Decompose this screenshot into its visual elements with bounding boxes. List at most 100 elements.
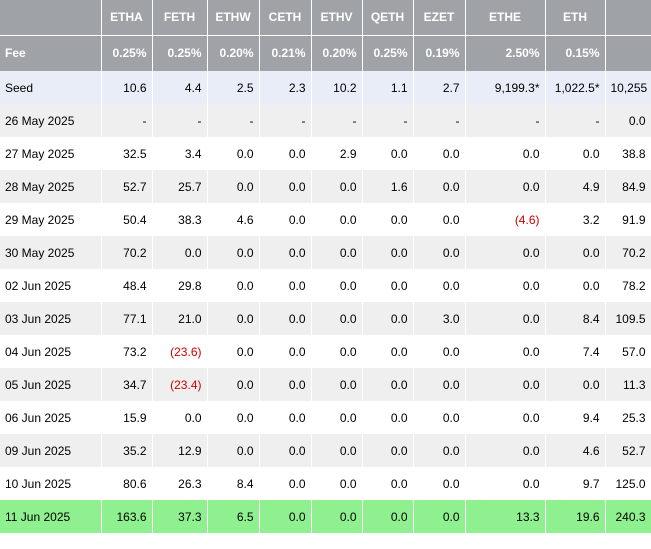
ticker-header-row: ETHA FETH ETHW CETH ETHV QETH EZET ETHE ETH	[0, 0, 651, 35]
flow-cell: 0.0	[259, 467, 312, 500]
flow-cell: 0.0	[362, 236, 414, 269]
flow-cell: 0.0	[259, 335, 312, 368]
flow-cell: 12.9	[152, 434, 208, 467]
fee-cell: 0.25%	[101, 34, 153, 71]
flow-cell: 0.0	[311, 269, 363, 302]
fee-row-label: Fee	[0, 34, 102, 71]
flow-cell: 15.9	[101, 401, 153, 434]
flow-cell: 0.0	[413, 434, 466, 467]
flow-cell: 0.0	[311, 170, 363, 203]
flow-cell: -	[259, 104, 312, 137]
flow-cell: 0.0	[207, 236, 260, 269]
row-date-label: 11 Jun 2025	[0, 500, 102, 533]
flow-cell: 0.0	[207, 302, 260, 335]
flow-cell: 0.0	[259, 236, 312, 269]
flow-cell: 3.2	[545, 203, 606, 236]
column-header-qeth: QETH	[362, 0, 414, 35]
flow-cell: 26.3	[152, 467, 208, 500]
flow-cell: 0.0	[413, 236, 466, 269]
flow-cell: 0.0	[413, 203, 466, 236]
flow-cell: 0.0	[311, 236, 363, 269]
flow-cell: 2.5	[207, 71, 260, 104]
flow-cell: -	[152, 104, 208, 137]
fee-cell: 0.21%	[259, 34, 312, 71]
table-row: 02 Jun 2025 48.4 29.8 0.0 0.0 0.0 0.0 0.0 0.0 0.0…	[0, 269, 651, 302]
flow-cell: 0.0	[545, 269, 606, 302]
flow-cell: 13.3	[465, 500, 546, 533]
table-row: 29 May 2025 50.4 38.3 4.6 0.0 0.0 0.0 0.0 (4.6) 3…	[0, 203, 651, 236]
flow-cell: 0.0	[259, 500, 312, 533]
flow-cell: 52.7	[101, 170, 153, 203]
flow-cell: 0.0	[465, 137, 546, 170]
flow-cell: 0.0	[207, 368, 260, 401]
flow-cell: 0.0	[259, 137, 312, 170]
flow-cell: 0.0	[362, 368, 414, 401]
total-cell: 109.5	[605, 302, 651, 335]
flow-cell: 0.0	[362, 500, 414, 533]
fee-row: Fee 0.25% 0.25% 0.20% 0.21% 0.20% 0.25% 0.19% 2.…	[0, 34, 651, 71]
flow-cell: 0.0	[259, 434, 312, 467]
flow-cell: 19.6	[545, 500, 606, 533]
flow-cell: 0.0	[362, 467, 414, 500]
table-row: 04 Jun 2025 73.2 (23.6) 0.0 0.0 0.0 0.0 0.0 0.0 7…	[0, 335, 651, 368]
total-cell: 10,255	[605, 71, 651, 104]
column-header-ethv: ETHV	[311, 0, 363, 35]
table-body: Seed 10.6 4.4 2.5 2.3 10.2 1.1 2.7 9,199.3* 1,022…	[0, 71, 651, 533]
flow-cell: 0.0	[362, 302, 414, 335]
header-corner	[0, 0, 102, 35]
flow-cell: 4.9	[545, 170, 606, 203]
flow-cell: 0.0	[259, 401, 312, 434]
flow-cell: (4.6)	[465, 203, 546, 236]
flow-cell: (23.6)	[152, 335, 208, 368]
flow-cell: 163.6	[101, 500, 153, 533]
flow-cell: 10.2	[311, 71, 363, 104]
flow-cell: 0.0	[465, 467, 546, 500]
fee-cell: 2.50%	[465, 34, 546, 71]
table-row: 30 May 2025 70.2 0.0 0.0 0.0 0.0 0.0 0.0 0.0 0.0 7…	[0, 236, 651, 269]
flow-cell: 0.0	[311, 434, 363, 467]
flow-cell: 6.5	[207, 500, 260, 533]
flow-cell: -	[101, 104, 153, 137]
flow-cell: 77.1	[101, 302, 153, 335]
flow-cell: 0.0	[413, 137, 466, 170]
fee-cell: 0.15%	[545, 34, 606, 71]
flow-cell: 3.4	[152, 137, 208, 170]
flow-cell: 1.6	[362, 170, 414, 203]
flow-cell: 34.7	[101, 368, 153, 401]
row-date-label: Seed	[0, 71, 102, 104]
total-cell: 125.0	[605, 467, 651, 500]
flow-cell: 0.0	[207, 137, 260, 170]
flow-cell: -	[362, 104, 414, 137]
column-header-feth: FETH	[152, 0, 208, 35]
flow-cell: 0.0	[413, 401, 466, 434]
flow-cell: 0.0	[413, 467, 466, 500]
row-date-label: 05 Jun 2025	[0, 368, 102, 401]
flow-cell: -	[311, 104, 363, 137]
row-date-label: 28 May 2025	[0, 170, 102, 203]
column-header-total	[605, 0, 651, 35]
flow-cell: 73.2	[101, 335, 153, 368]
flow-cell: 9.7	[545, 467, 606, 500]
flow-cell: 0.0	[362, 203, 414, 236]
flow-cell: 0.0	[259, 203, 312, 236]
fee-cell: 0.25%	[362, 34, 414, 71]
row-date-label: 09 Jun 2025	[0, 434, 102, 467]
flow-cell: 0.0	[207, 434, 260, 467]
flow-cell: 21.0	[152, 302, 208, 335]
flow-cell: 25.7	[152, 170, 208, 203]
fee-cell: 0.25%	[152, 34, 208, 71]
flow-cell: 4.6	[545, 434, 606, 467]
flow-cell: 80.6	[101, 467, 153, 500]
flow-cell: 0.0	[413, 500, 466, 533]
flow-cell: 0.0	[465, 170, 546, 203]
total-cell: 78.2	[605, 269, 651, 302]
total-cell: 84.9	[605, 170, 651, 203]
column-header-ethe: ETHE	[465, 0, 546, 35]
flow-cell: 0.0	[465, 302, 546, 335]
flow-cell: 0.0	[311, 302, 363, 335]
column-header-ceth: CETH	[259, 0, 312, 35]
flow-cell: 0.0	[465, 401, 546, 434]
seed-row: Seed 10.6 4.4 2.5 2.3 10.2 1.1 2.7 9,199.3* 1,022…	[0, 71, 651, 104]
flow-cell: (23.4)	[152, 368, 208, 401]
row-date-label: 02 Jun 2025	[0, 269, 102, 302]
